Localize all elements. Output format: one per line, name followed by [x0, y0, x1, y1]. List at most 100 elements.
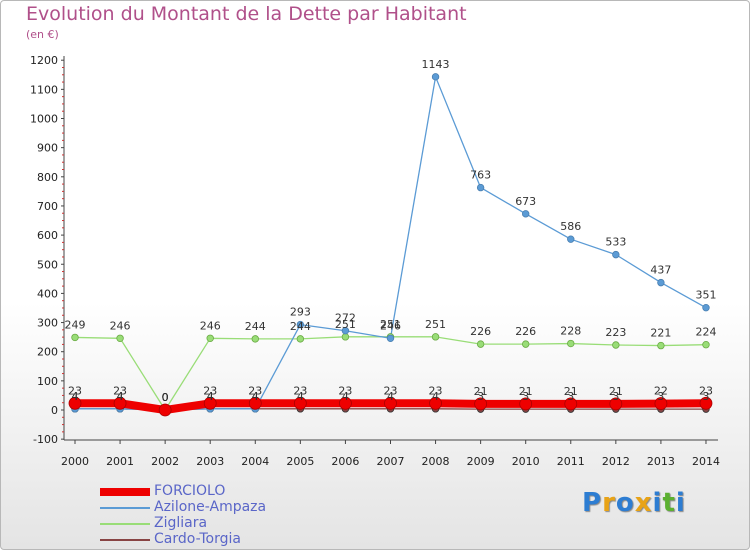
- logo-letter: o: [615, 488, 635, 518]
- y-tick-label: 0: [51, 404, 58, 417]
- legend-label: Azilone-Ampaza: [154, 499, 267, 515]
- data-label: 23: [338, 384, 352, 397]
- logo-letter: t: [662, 488, 676, 518]
- logo-letter: i: [652, 488, 663, 518]
- data-label: 21: [609, 385, 623, 398]
- data-label: 3: [522, 390, 529, 403]
- data-point: [341, 327, 350, 335]
- series-points: [68, 73, 713, 417]
- legend-swatch: [100, 539, 150, 541]
- data-point: [612, 341, 620, 349]
- x-tick-label: 2008: [422, 455, 450, 468]
- data-point: [251, 335, 259, 343]
- data-label: 4: [207, 390, 214, 403]
- data-point: [564, 397, 578, 411]
- data-label: 4: [117, 390, 124, 403]
- x-tick-label: 2000: [61, 455, 89, 468]
- data-label: 226: [515, 325, 536, 338]
- x-tick-label: 2010: [512, 455, 540, 468]
- data-label: 673: [515, 195, 536, 208]
- data-point: [429, 396, 442, 410]
- data-label: 0: [162, 391, 169, 404]
- y-tick-label: 600: [37, 229, 58, 242]
- data-label: 293: [290, 306, 311, 319]
- data-label: 23: [68, 384, 82, 397]
- x-tick-label: 2007: [376, 455, 404, 468]
- logo-letter: i: [675, 488, 686, 518]
- x-tick-label: 2014: [692, 455, 720, 468]
- data-label: 3: [657, 390, 664, 403]
- chart-subtitle: (en €): [26, 28, 59, 41]
- data-label: 251: [425, 318, 446, 331]
- data-point: [567, 235, 575, 243]
- data-label: 437: [650, 264, 671, 277]
- data-label: 251: [380, 318, 401, 331]
- data-label: 23: [429, 384, 443, 397]
- data-label: 351: [695, 289, 716, 302]
- data-point: [203, 396, 217, 410]
- y-tick-label: 100: [37, 375, 58, 388]
- legend-item-zigliara: Zigliara: [100, 515, 360, 532]
- legend-item-cardo-torgia: Cardo-Torgia: [100, 531, 360, 548]
- data-point: [206, 334, 214, 342]
- data-point: [68, 396, 82, 410]
- data-point: [293, 396, 307, 410]
- x-tick-label: 2011: [557, 455, 585, 468]
- data-point: [116, 334, 124, 342]
- data-label: 21: [474, 385, 488, 398]
- data-label: 4: [252, 390, 259, 403]
- y-tick-label: -100: [33, 433, 58, 446]
- data-label: 4: [432, 390, 439, 403]
- data-point: [474, 397, 488, 411]
- data-label: 4: [387, 390, 394, 403]
- data-label: 3: [567, 390, 574, 403]
- legend-item-forciolo: FORCIOLO: [100, 483, 360, 500]
- data-point: [386, 334, 395, 342]
- legend-item-azilone-ampaza: Azilone-Ampaza: [100, 499, 360, 516]
- y-tick-label: 900: [37, 142, 58, 155]
- data-point: [248, 396, 262, 410]
- y-tick-label: 200: [37, 346, 58, 359]
- x-tick-label: 2012: [602, 455, 630, 468]
- logo-letter: x: [634, 488, 653, 518]
- data-label: 272: [335, 312, 356, 325]
- data-point: [702, 303, 710, 312]
- data-label: 4: [72, 390, 79, 403]
- y-tick-label: 500: [37, 258, 58, 271]
- data-point: [296, 335, 305, 343]
- legend-swatch: [100, 523, 150, 525]
- data-label: 21: [564, 385, 578, 398]
- x-tick-label: 2002: [151, 455, 179, 468]
- data-label: 244: [245, 320, 266, 333]
- data-point: [113, 396, 127, 410]
- data-label: 226: [470, 325, 491, 338]
- data-label: 4: [252, 390, 259, 403]
- data-point: [609, 397, 623, 411]
- legend-label: FORCIOLO: [154, 483, 226, 499]
- data-label: 3: [612, 390, 619, 403]
- data-label: 763: [470, 169, 491, 182]
- y-tick-label: 1200: [30, 54, 58, 67]
- data-label: 22: [654, 385, 668, 398]
- data-point: [522, 340, 530, 348]
- data-label: 221: [650, 327, 671, 340]
- data-point: [699, 396, 713, 410]
- data-label: 4: [72, 390, 79, 403]
- data-point: [612, 250, 620, 259]
- data-point: [158, 403, 172, 417]
- data-label: 0: [162, 391, 169, 404]
- data-label: 3: [477, 390, 484, 403]
- data-label: 0: [162, 391, 169, 404]
- data-point: [431, 333, 440, 341]
- x-tick-label: 2001: [106, 455, 134, 468]
- data-point: [519, 397, 533, 411]
- chart-title: Evolution du Montant de la Dette par Hab…: [26, 3, 467, 25]
- data-label: 586: [560, 220, 581, 233]
- legend-swatch: [100, 488, 150, 496]
- x-tick-label: 2013: [647, 455, 675, 468]
- y-tick-label: 1100: [30, 83, 58, 96]
- legend: FORCIOLO Azilone-Ampaza Zigliara Cardo-T…: [100, 483, 360, 548]
- data-label: 246: [110, 319, 131, 332]
